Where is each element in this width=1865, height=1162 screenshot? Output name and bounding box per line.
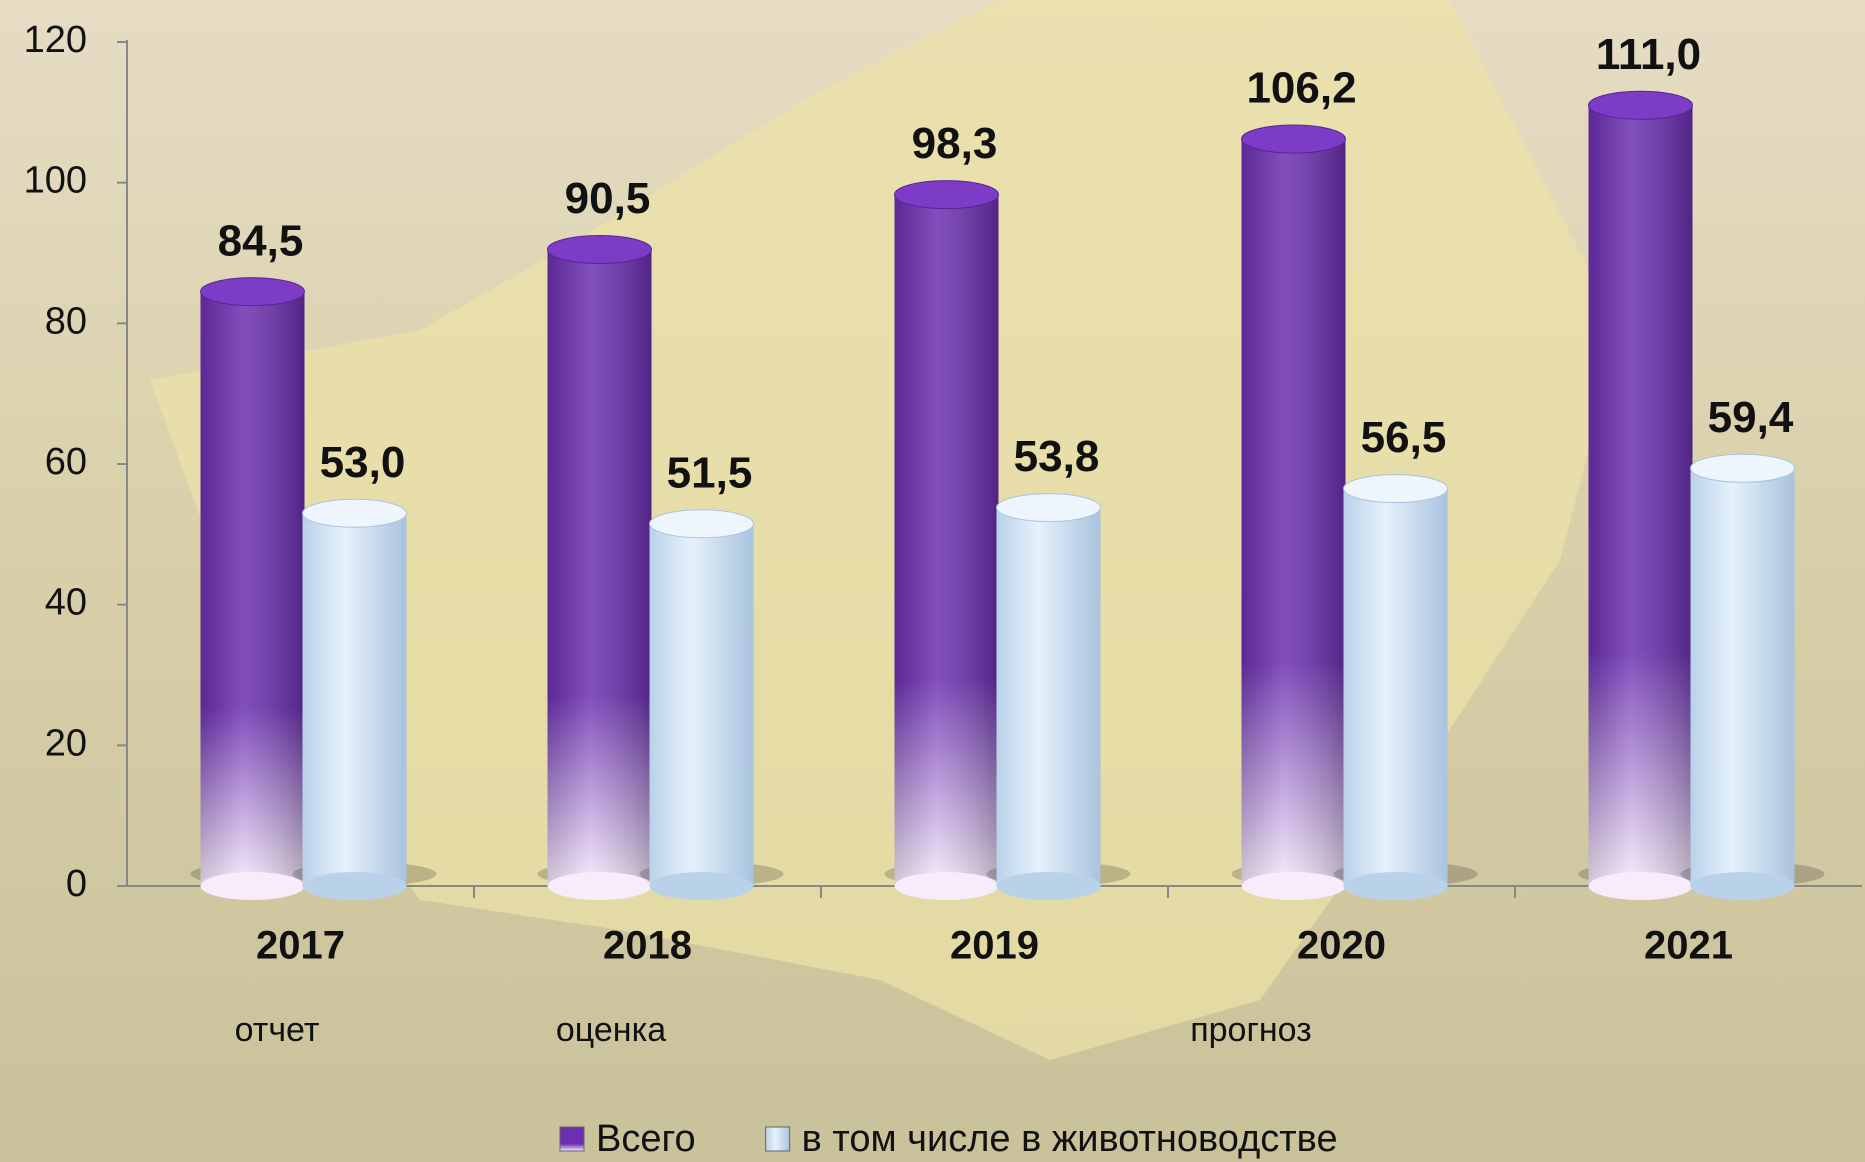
legend-swatch: [765, 1126, 791, 1152]
bar-bottom: [1690, 872, 1795, 900]
x-tick-label: 2020: [1297, 924, 1386, 968]
bar-bottom: [894, 872, 999, 900]
value-label: 84,5: [218, 216, 304, 265]
y-tick-label: 120: [24, 19, 87, 61]
value-label: 59,4: [1708, 393, 1794, 442]
bar-top: [1241, 124, 1346, 154]
value-label: 98,3: [912, 119, 998, 168]
bar: [302, 513, 407, 886]
value-label: 56,5: [1361, 413, 1447, 462]
bar-top: [302, 498, 407, 528]
y-tick-label: 0: [66, 863, 87, 905]
value-label: 111,0: [1596, 30, 1701, 79]
y-tick-label: 20: [45, 722, 87, 764]
y-tick-label: 80: [45, 300, 87, 342]
annotation: прогноз: [1190, 1011, 1312, 1049]
legend-label: в том числе в животноводстве: [802, 1118, 1338, 1160]
legend-label: Всего: [596, 1118, 696, 1160]
bar-top: [1343, 474, 1448, 504]
bar-top: [200, 277, 305, 307]
annotation: оценка: [556, 1011, 666, 1049]
x-tick-label: 2019: [950, 924, 1039, 968]
y-tick-label: 60: [45, 441, 87, 483]
bar-top: [996, 493, 1101, 523]
bar: [1690, 468, 1795, 886]
bar-shade: [200, 291, 305, 886]
bar-bottom: [996, 872, 1101, 900]
bar-shade: [547, 249, 652, 886]
bar-bottom: [1588, 872, 1693, 900]
bar-top: [1690, 453, 1795, 483]
value-label: 53,0: [320, 438, 406, 487]
value-label: 106,2: [1246, 64, 1356, 113]
bar-bottom: [200, 872, 305, 900]
bar-top: [1588, 90, 1693, 120]
y-tick-label: 40: [45, 582, 87, 624]
bar: [1343, 488, 1448, 886]
y-tick-label: 100: [24, 160, 87, 202]
bar-top: [894, 180, 999, 210]
bar: [996, 507, 1101, 886]
value-label: 53,8: [1014, 432, 1100, 481]
bar-top: [649, 509, 754, 539]
bar-bottom: [1343, 872, 1448, 900]
bar-top: [547, 234, 652, 264]
bar-shade: [894, 194, 999, 886]
bar-shade: [1588, 105, 1693, 887]
value-label: 90,5: [565, 174, 651, 223]
annotation: отчет: [235, 1011, 320, 1049]
bar-bottom: [649, 872, 754, 900]
x-tick-label: 2018: [603, 924, 692, 968]
bar-bottom: [547, 872, 652, 900]
bar-shade: [1241, 139, 1346, 886]
value-label: 51,5: [667, 448, 753, 497]
bar-bottom: [302, 872, 407, 900]
legend-swatch: [559, 1126, 585, 1152]
x-tick-label: 2021: [1644, 924, 1733, 968]
x-tick-label: 2017: [256, 924, 345, 968]
bar-bottom: [1241, 872, 1346, 900]
bar: [649, 523, 754, 886]
